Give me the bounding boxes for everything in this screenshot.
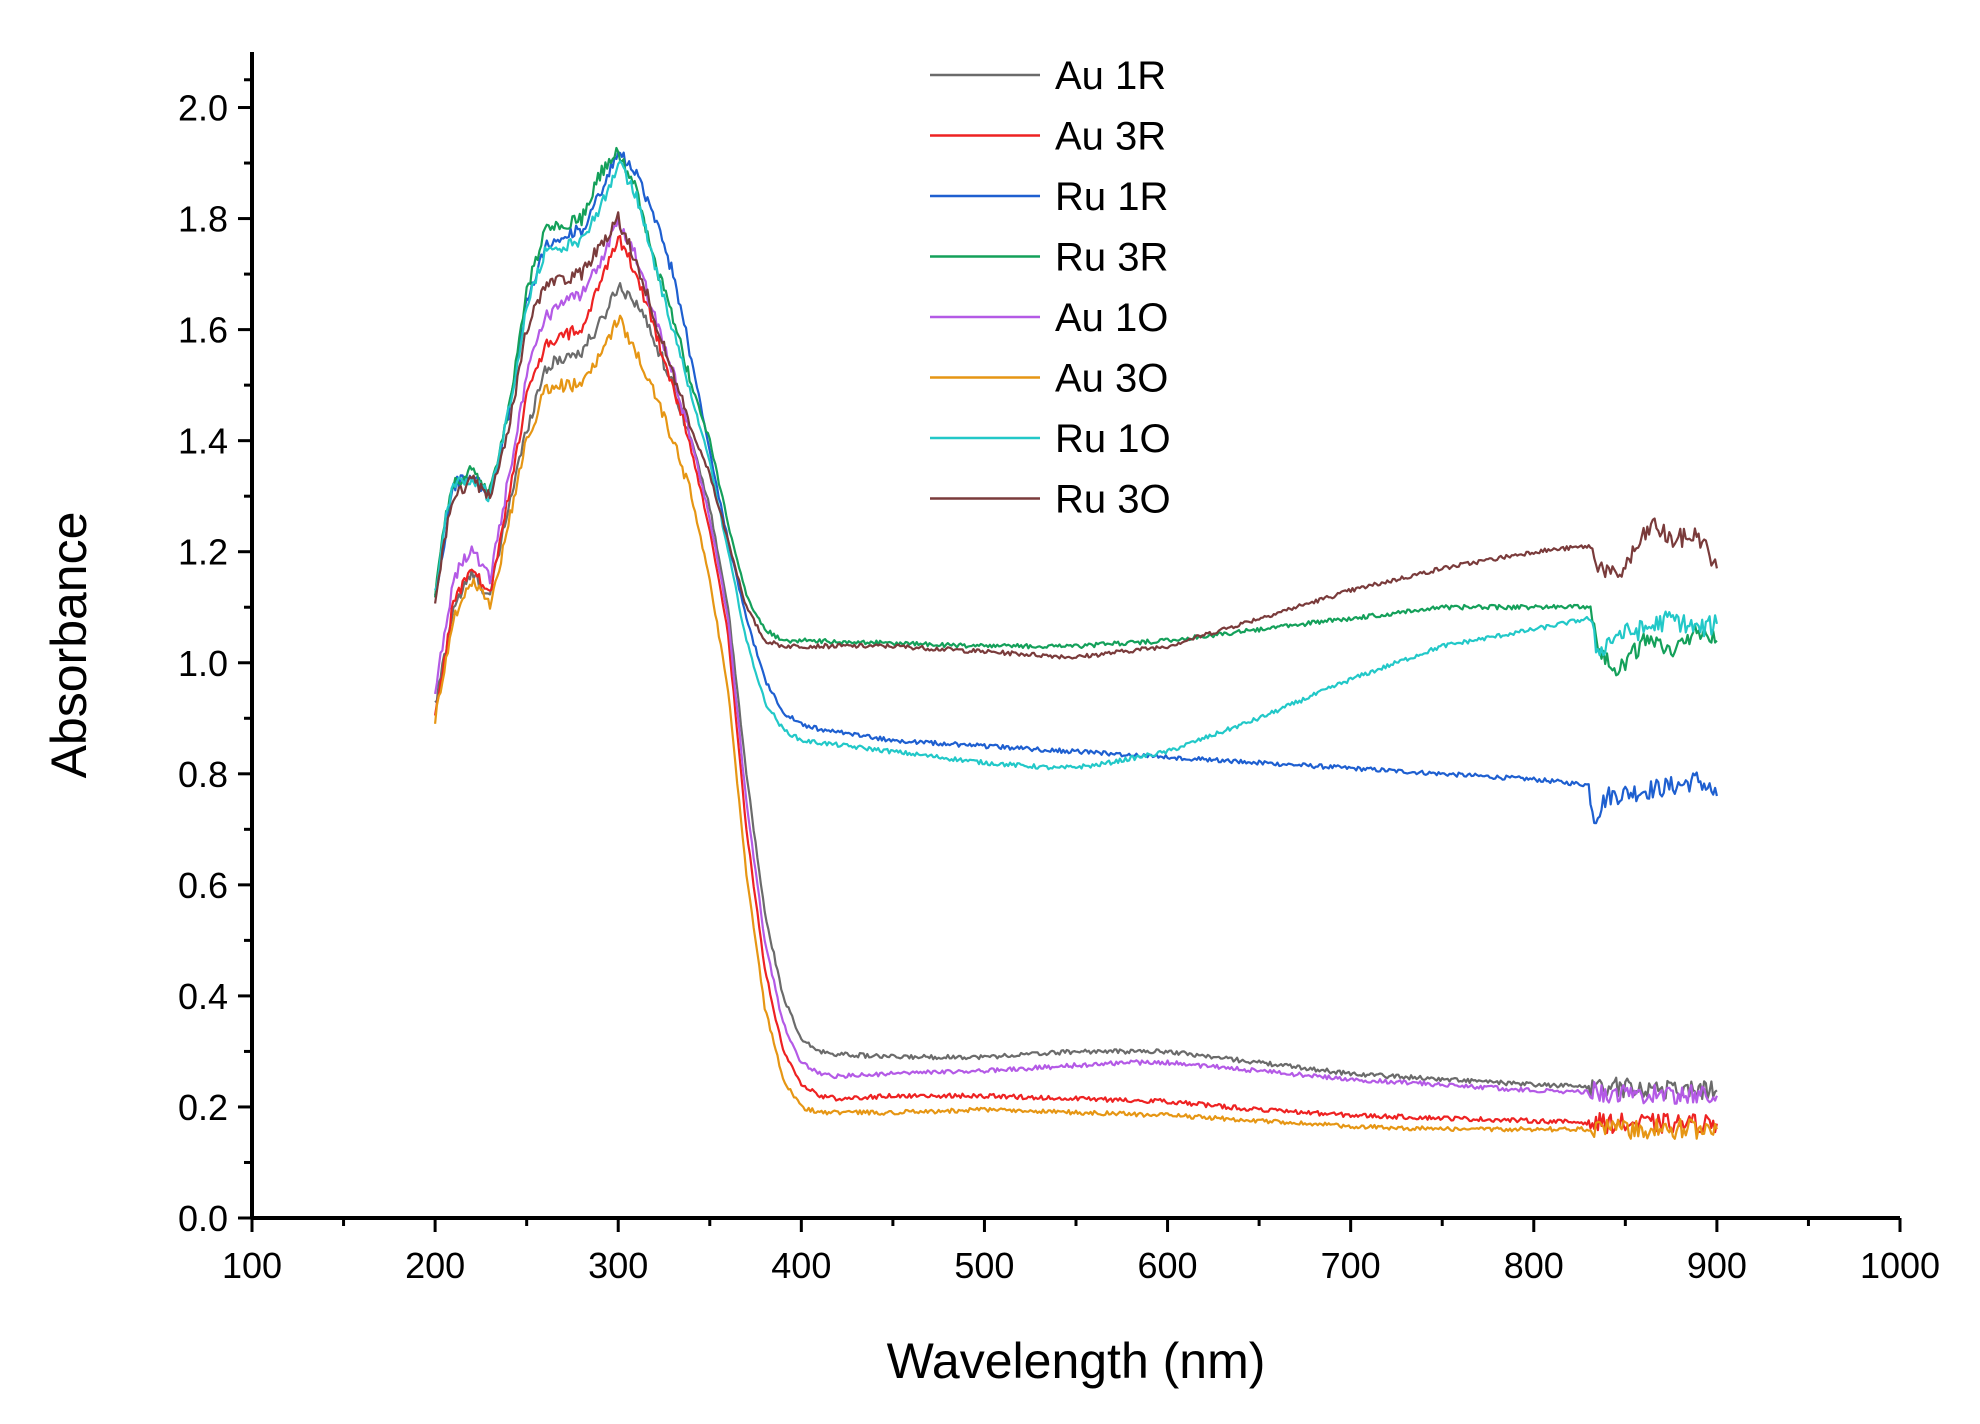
series-line-ru-1o	[434, 160, 1718, 771]
legend-label-ru-3o: Ru 3O	[1055, 478, 1171, 522]
series-line-au-3o	[434, 314, 1718, 1140]
x-tick-label: 1000	[1860, 1245, 1940, 1286]
legend: Au 1R Au 3R Ru 1R Ru 3R Au 1O Au 3O Ru 1O Ru 3O	[930, 54, 1171, 522]
x-tick-label: 100	[222, 1245, 282, 1286]
x-tick-label: 300	[588, 1245, 648, 1286]
y-tick-label: 0.2	[178, 1087, 228, 1128]
legend-label-au-3r: Au 3R	[1055, 115, 1166, 159]
y-tick-label: 1.0	[178, 643, 228, 684]
y-tick-label: 1.6	[178, 310, 228, 351]
y-tick-label: 2.0	[178, 88, 228, 129]
series-line-ru-1r	[434, 151, 1718, 825]
series-line-au-1r	[434, 282, 1718, 1101]
x-tick-label: 800	[1504, 1245, 1564, 1286]
legend-label-ru-1r: Ru 1R	[1055, 175, 1168, 219]
x-tick-label: 400	[771, 1245, 831, 1286]
x-tick-label: 200	[405, 1245, 465, 1286]
y-tick-label: 1.4	[178, 421, 228, 462]
y-tick-label: 0.8	[178, 754, 228, 795]
x-tick-label: 700	[1321, 1245, 1381, 1286]
legend-label-au-1r: Au 1R	[1055, 54, 1166, 98]
y-tick-label: 1.2	[178, 532, 228, 573]
series-line-au-1o	[434, 218, 1718, 1105]
series-layer	[434, 146, 1718, 1140]
x-tick-label: 600	[1138, 1245, 1198, 1286]
x-tick-label: 900	[1687, 1245, 1747, 1286]
y-tick-label: 0.0	[178, 1198, 228, 1239]
series-line-ru-3r	[434, 146, 1718, 677]
legend-label-au-3o: Au 3O	[1055, 357, 1168, 401]
legend-label-ru-1o: Ru 1O	[1055, 417, 1171, 461]
series-line-ru-3o	[434, 211, 1718, 660]
x-tick-label: 500	[954, 1245, 1014, 1286]
legend-label-ru-3r: Ru 3R	[1055, 236, 1168, 280]
axes-layer: 100 200 300 400 500 600 700 800 900 1000 0.0 0.2 0.4…	[178, 52, 1940, 1286]
y-tick-label: 1.8	[178, 199, 228, 240]
legend-label-au-1o: Au 1O	[1055, 296, 1168, 340]
y-axis-title: Absorbance	[41, 512, 97, 779]
y-tick-label: 0.4	[178, 976, 228, 1017]
x-axis-title: Wavelength (nm)	[887, 1333, 1266, 1389]
y-tick-label: 0.6	[178, 865, 228, 906]
